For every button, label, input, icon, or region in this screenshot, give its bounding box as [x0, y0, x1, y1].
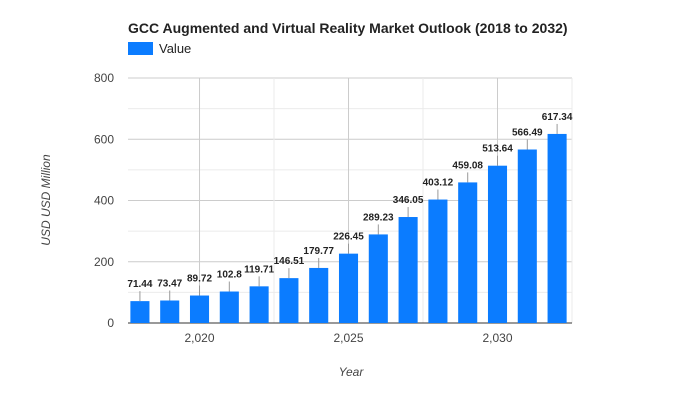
x-tick-label: 2,025: [333, 331, 363, 345]
bar[interactable]: [309, 267, 329, 323]
legend-swatch-value: [128, 42, 153, 55]
bar[interactable]: [189, 295, 210, 323]
data-label: 617.34: [542, 112, 573, 123]
bar[interactable]: [160, 300, 180, 323]
data-label: 566.49: [512, 128, 543, 139]
data-label: 513.64: [482, 144, 513, 155]
data-label: 289.23: [363, 212, 394, 223]
bars: [130, 133, 567, 323]
axes: 0 200 400 600 800 2,020 2,025 2,030: [94, 71, 572, 345]
x-tick-label: 2,030: [482, 331, 512, 345]
y-tick-label: 200: [94, 255, 114, 269]
bar[interactable]: [279, 278, 299, 323]
bar[interactable]: [398, 217, 418, 323]
data-label: 73.47: [157, 278, 182, 289]
chart-title: GCC Augmented and Virtual Reality Market…: [128, 20, 568, 36]
bar[interactable]: [458, 182, 478, 323]
y-tick-label: 400: [94, 194, 114, 208]
y-tick-label: 0: [107, 316, 114, 330]
data-label: 403.12: [423, 178, 454, 189]
bar[interactable]: [547, 133, 567, 323]
bar[interactable]: [130, 301, 150, 323]
bar[interactable]: [368, 234, 388, 323]
x-axis-title: Year: [339, 365, 365, 379]
data-label: 71.44: [127, 279, 152, 290]
data-label: 89.72: [187, 274, 212, 285]
data-label: 226.45: [333, 232, 364, 243]
data-label: 179.77: [303, 246, 334, 257]
bar[interactable]: [517, 149, 537, 323]
bar[interactable]: [249, 286, 269, 323]
y-axis-title: USD USD Million: [39, 154, 53, 246]
bar[interactable]: [338, 253, 359, 323]
x-tick-label: 2,020: [185, 331, 215, 345]
bar[interactable]: [487, 165, 508, 323]
bar[interactable]: [428, 199, 448, 323]
y-tick-label: 600: [94, 132, 114, 146]
legend-label-value[interactable]: Value: [159, 41, 191, 56]
data-label: 346.05: [393, 195, 424, 206]
y-tick-label: 800: [94, 71, 114, 85]
bar[interactable]: [219, 291, 239, 323]
data-label: 119.71: [244, 264, 274, 275]
data-label: 146.51: [274, 256, 305, 267]
data-label: 459.08: [452, 160, 483, 171]
legend: Value: [128, 41, 191, 56]
data-label: 102.8: [217, 270, 242, 281]
